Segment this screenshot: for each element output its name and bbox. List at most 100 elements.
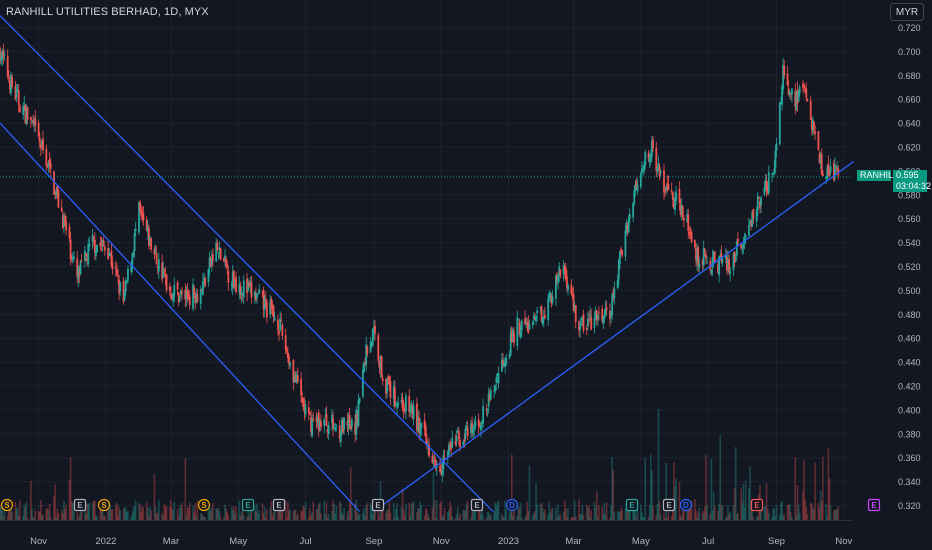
candle-body xyxy=(825,177,828,180)
candle-body xyxy=(636,184,639,192)
volume-bar xyxy=(510,454,513,520)
trendline[interactable] xyxy=(0,15,494,512)
candle-body xyxy=(70,261,73,263)
event-marker-e[interactable]: E xyxy=(867,498,881,512)
candle-body xyxy=(655,147,658,171)
candle-body xyxy=(253,292,256,297)
volume-bar xyxy=(509,509,512,520)
volume-bar xyxy=(209,510,212,520)
event-marker-d[interactable]: D xyxy=(505,498,519,512)
candle-body xyxy=(572,294,575,311)
candle-body xyxy=(493,390,496,392)
candle-body xyxy=(168,286,171,292)
volume-bar xyxy=(626,506,629,520)
candle-body xyxy=(535,316,537,322)
volume-bar xyxy=(285,517,288,520)
candle-body xyxy=(192,284,194,309)
candle-body xyxy=(223,258,225,262)
svg-text:E: E xyxy=(77,501,83,510)
event-marker-d[interactable]: D xyxy=(679,498,693,512)
volume-bar xyxy=(503,517,505,520)
volume-bar xyxy=(447,512,449,520)
volume-bar xyxy=(364,515,366,520)
trendlines[interactable] xyxy=(0,15,855,513)
volume-bar xyxy=(194,503,197,520)
candle-body xyxy=(108,254,111,257)
volume-bar xyxy=(139,504,141,520)
volume-bar xyxy=(711,510,714,520)
volume-bar xyxy=(257,513,259,520)
trendline[interactable] xyxy=(0,122,361,512)
volume-bar xyxy=(96,516,98,520)
volume-bar xyxy=(91,502,94,520)
candle-body xyxy=(642,168,644,171)
event-marker-e[interactable]: E xyxy=(750,498,764,512)
candle-body xyxy=(772,173,775,174)
currency-button[interactable]: MYR xyxy=(890,3,924,21)
event-marker-e[interactable]: E xyxy=(241,498,255,512)
volume-bar xyxy=(658,501,661,520)
candle-body xyxy=(374,325,376,334)
event-marker-e[interactable]: E xyxy=(272,498,286,512)
volume-bar xyxy=(86,503,88,520)
volume-bar xyxy=(148,517,150,520)
candle-body xyxy=(204,278,207,286)
volume-bar xyxy=(132,507,135,520)
event-marker-e[interactable]: E xyxy=(371,498,385,512)
candle-body xyxy=(57,190,60,208)
volume-bar xyxy=(315,509,318,520)
volume-bar xyxy=(488,515,491,520)
candle-body xyxy=(528,324,531,330)
candle-body xyxy=(86,257,89,261)
candle-body xyxy=(765,180,768,191)
volume-bar xyxy=(531,515,534,520)
candle-body xyxy=(207,269,210,283)
candle-body xyxy=(721,258,724,263)
volume-bar xyxy=(88,503,91,520)
volume-bar xyxy=(54,484,56,520)
volume-bar xyxy=(156,512,159,520)
candle-body xyxy=(408,395,411,413)
candle-body xyxy=(304,405,307,415)
candle-body xyxy=(25,109,28,124)
candle-body xyxy=(10,74,12,94)
event-marker-s[interactable]: S xyxy=(0,498,14,512)
time-axis[interactable]: Nov 2022 Mar May Jul Sep Nov 2023 Mar May Jul Sep No… xyxy=(0,520,852,548)
event-marker-e[interactable]: E xyxy=(662,498,676,512)
candle-body xyxy=(455,436,458,442)
volume-bar xyxy=(230,506,233,520)
volume-bar xyxy=(664,517,666,520)
price-axis[interactable]: 0.7200.7000.6800.6600.6400.6200.6000.580… xyxy=(898,23,921,511)
volume-bar xyxy=(573,500,576,520)
candle-body xyxy=(286,352,289,358)
candle-body xyxy=(117,274,119,277)
event-marker-e[interactable]: E xyxy=(470,498,484,512)
candle-body xyxy=(701,260,704,265)
event-marker-e[interactable]: E xyxy=(625,498,639,512)
event-marker-s[interactable]: S xyxy=(97,498,111,512)
candle-body xyxy=(358,397,361,403)
volume-bar xyxy=(802,490,804,520)
candle-body xyxy=(410,406,413,409)
candle-body xyxy=(519,331,522,338)
candle-body xyxy=(289,362,291,366)
volume-bar xyxy=(147,507,149,520)
volume-bar xyxy=(755,515,758,520)
volume-bar xyxy=(385,512,387,520)
candle-body xyxy=(748,225,750,236)
volume-bar xyxy=(131,513,134,520)
candle-body xyxy=(333,426,336,428)
candle-body xyxy=(294,375,297,382)
volume-bar xyxy=(289,509,291,520)
candle-body xyxy=(564,267,567,280)
trendline[interactable] xyxy=(373,160,855,513)
time-tick-label: Nov xyxy=(30,536,47,547)
candle-body xyxy=(818,153,821,164)
candle-body xyxy=(153,249,156,255)
candle-body xyxy=(594,310,597,319)
candle-body xyxy=(149,236,151,244)
event-marker-e[interactable]: E xyxy=(73,498,87,512)
event-marker-s[interactable]: S xyxy=(197,498,211,512)
